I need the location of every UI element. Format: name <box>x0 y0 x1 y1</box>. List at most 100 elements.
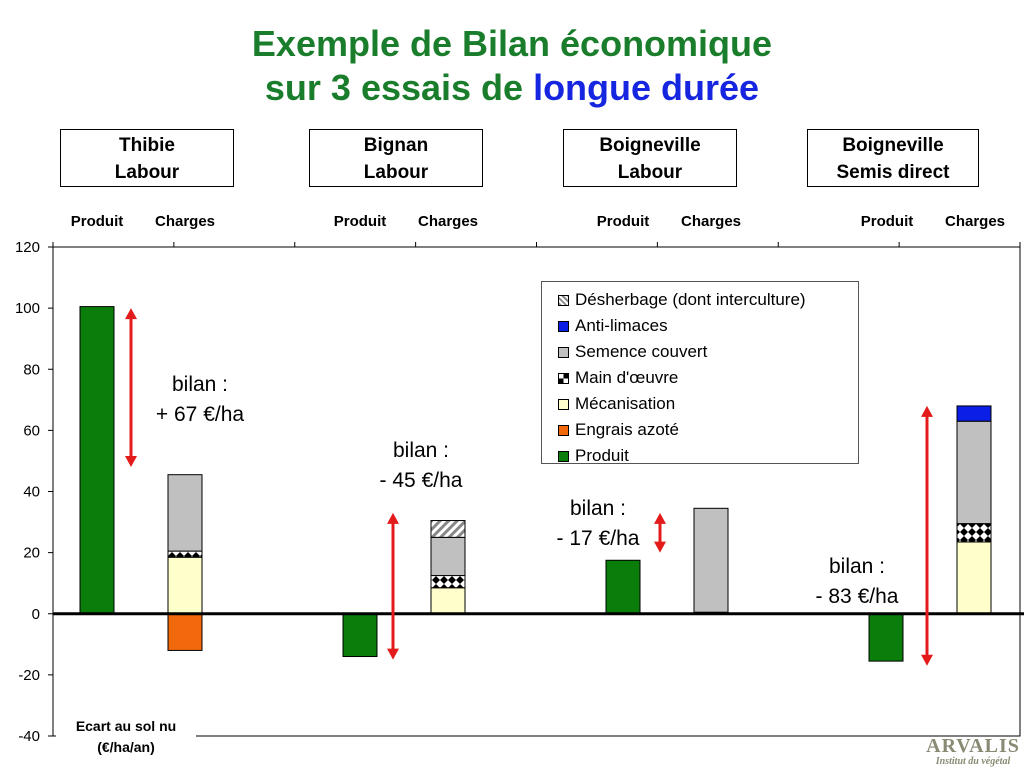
arrow-head-up <box>125 308 137 320</box>
bilan-double-arrow <box>654 512 666 553</box>
bar-segment-semence-couvert <box>430 536 466 577</box>
site-box-bignan: Bignan Labour <box>309 129 483 187</box>
bar-segment-semence-couvert <box>167 474 203 552</box>
bar-segment-produit <box>79 306 115 615</box>
bar-segment-main-d-uvre <box>430 575 466 589</box>
column-header-charges-4: Charges <box>944 213 1006 230</box>
legend-swatch <box>558 450 569 462</box>
legend-entry: Anti-limaces <box>558 313 858 339</box>
arrow-head-up <box>387 512 399 524</box>
bilan-thibie: bilan : + 67 €/ha <box>130 370 270 430</box>
legend-label: Produit <box>575 446 629 465</box>
logo-tagline: Institut du végétal <box>935 756 1011 767</box>
title-line-2-highlight: longue durée <box>533 67 760 108</box>
y-tick-label: 120 <box>15 239 40 256</box>
legend-swatch <box>558 320 569 332</box>
arrow-head-up <box>654 512 666 524</box>
bilan-value: - 17 €/ha <box>556 527 640 550</box>
bilan-value: - 83 €/ha <box>815 585 899 608</box>
bar-segment-m-canisation <box>430 587 466 615</box>
y-tick-label: 100 <box>15 300 40 317</box>
footnote-ecart-sol-nu: Ecart au sol nu (€/ha/an) <box>56 716 196 758</box>
bar-segment-m-canisation <box>167 556 203 615</box>
site-box-boigneville-semis-direct: Boigneville Semis direct <box>807 129 979 187</box>
arrow-head-down <box>125 456 137 468</box>
y-tick-label: 80 <box>23 361 40 378</box>
arvalis-logo: ARVALIS Institut du végétal <box>922 736 1024 768</box>
bilan-boigneville-semis-direct: bilan : - 83 €/ha <box>787 552 927 612</box>
column-header-charges-2: Charges <box>417 213 479 230</box>
bar-segment-semence-couvert <box>956 420 992 525</box>
logo-name: ARVALIS <box>926 736 1020 757</box>
bilan-double-arrow <box>125 308 137 468</box>
site-practice: Semis direct <box>836 162 950 183</box>
legend-label: Désherbage (dont interculture) <box>575 290 806 309</box>
bar-segment-anti-limaces <box>956 405 992 422</box>
bar-segment-main-d-uvre <box>956 523 992 543</box>
bar-segment-produit <box>868 613 904 662</box>
page-title: Exemple de Bilan économique sur 3 essais… <box>0 22 1024 110</box>
bar-segment-produit <box>342 613 378 658</box>
site-name: Bignan <box>363 135 429 156</box>
title-line-2-prefix: sur 3 essais de <box>264 67 534 108</box>
column-header-produit-2: Produit <box>333 213 387 230</box>
legend-swatch <box>558 424 569 436</box>
legend-label: Semence couvert <box>575 342 708 361</box>
y-tick-label: 60 <box>23 422 40 439</box>
arrow-head-up <box>921 405 933 417</box>
legend-label: Anti-limaces <box>575 316 668 335</box>
legend-entry: Engrais azoté <box>558 417 858 443</box>
legend-swatch <box>558 372 569 384</box>
y-tick-label: -20 <box>18 667 40 684</box>
legend-entry: Main d'œuvre <box>558 365 858 391</box>
legend-entry: Produit <box>558 443 858 469</box>
y-tick-label: 40 <box>23 484 40 501</box>
arrow-head-down <box>921 654 933 666</box>
bar-segment-d-sherbage-dont-interculture- <box>430 520 466 538</box>
arrow-head-down <box>387 648 399 660</box>
chart-legend: Désherbage (dont interculture) Anti-limac… <box>541 281 859 465</box>
column-header-produit-3: Produit <box>596 213 650 230</box>
legend-swatch <box>558 346 569 358</box>
bar-segment-produit <box>605 559 641 615</box>
bilan-label: bilan : <box>392 439 450 462</box>
bilan-label: bilan : <box>569 497 627 520</box>
site-name: Thibie <box>119 135 175 156</box>
bilan-bignan: bilan : - 45 €/ha <box>351 436 491 496</box>
site-practice: Labour <box>363 162 429 183</box>
arrow-head-down <box>654 541 666 553</box>
site-box-thibie: Thibie Labour <box>60 129 234 187</box>
column-header-produit-4: Produit <box>860 213 914 230</box>
site-name: Boigneville <box>599 135 701 156</box>
column-header-charges-3: Charges <box>680 213 742 230</box>
bilan-label: bilan : <box>828 555 886 578</box>
y-tick-label: -40 <box>18 728 40 745</box>
y-tick-label: 20 <box>23 545 40 562</box>
bilan-double-arrow <box>921 405 933 666</box>
site-practice: Labour <box>617 162 683 183</box>
legend-entry: Désherbage (dont interculture) <box>558 287 858 313</box>
bilan-double-arrow <box>387 512 399 660</box>
legend-entry: Mécanisation <box>558 391 858 417</box>
column-header-charges-1: Charges <box>154 213 216 230</box>
title-line-2: sur 3 essais de longue durée <box>0 66 1024 110</box>
bar-segment-main-d-uvre <box>167 550 203 558</box>
legend-swatch <box>558 294 569 306</box>
bilan-label: bilan : <box>171 373 229 396</box>
legend-label: Main d'œuvre <box>575 368 679 387</box>
site-name: Boigneville <box>842 135 944 156</box>
site-box-boigneville-labour: Boigneville Labour <box>563 129 737 187</box>
title-line-1: Exemple de Bilan économique <box>251 23 773 64</box>
legend-label: Mécanisation <box>575 394 676 413</box>
column-header-produit-1: Produit <box>70 213 124 230</box>
site-practice: Labour <box>114 162 180 183</box>
bar-segment-semence-couvert <box>693 507 729 613</box>
bilan-value: - 45 €/ha <box>379 469 463 492</box>
bar-segment-engrais-azot- <box>167 613 203 651</box>
y-tick-label: 0 <box>32 606 40 623</box>
bilan-boigneville-labour: bilan : - 17 €/ha <box>528 494 668 554</box>
legend-swatch <box>558 398 569 410</box>
legend-entry: Semence couvert <box>558 339 858 365</box>
legend-label: Engrais azoté <box>575 420 679 439</box>
bilan-value: + 67 €/ha <box>155 403 245 426</box>
